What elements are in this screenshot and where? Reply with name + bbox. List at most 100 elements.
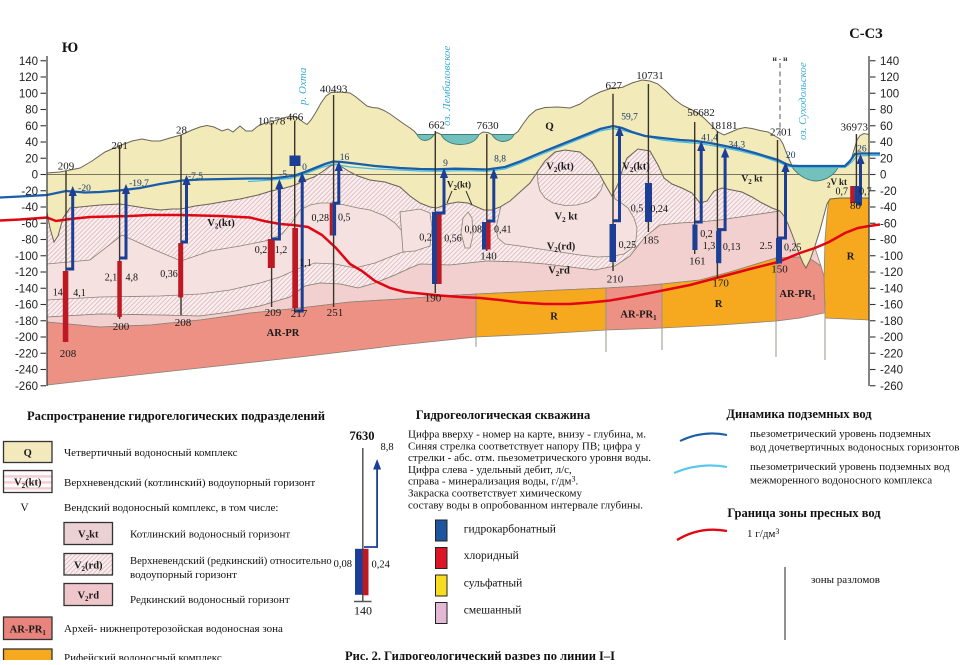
svg-text:170: 170 — [712, 277, 729, 289]
svg-text:209: 209 — [58, 161, 75, 173]
svg-text:V2(rd): V2(rd) — [74, 560, 103, 573]
svg-text:100: 100 — [19, 88, 38, 100]
svg-text:гидрокарбонатный: гидрокарбонатный — [464, 524, 556, 536]
svg-text:-240: -240 — [880, 365, 903, 377]
svg-text:-120: -120 — [15, 267, 38, 279]
svg-text:0,08: 0,08 — [334, 559, 352, 570]
svg-text:-100: -100 — [15, 251, 38, 263]
svg-text:R: R — [715, 299, 723, 310]
svg-text:10731: 10731 — [636, 70, 664, 82]
svg-text:185: 185 — [642, 235, 659, 247]
svg-text:стрелки - абс. отм. пьезометри: стрелки - абс. отм. пьезометрического ур… — [408, 452, 651, 464]
svg-text:-260: -260 — [880, 381, 903, 393]
svg-text:Q: Q — [545, 121, 554, 133]
svg-text:-160: -160 — [880, 300, 903, 312]
svg-text:оз. Суходольское: оз. Суходольское — [797, 62, 809, 140]
svg-text:0,24: 0,24 — [372, 560, 391, 571]
svg-text:-160: -160 — [15, 300, 38, 312]
svg-text:V2rd: V2rd — [77, 591, 99, 604]
svg-text:20: 20 — [25, 153, 38, 165]
svg-text:0,7: 0,7 — [836, 187, 849, 198]
svg-text:2701: 2701 — [770, 127, 792, 139]
svg-text:1,1: 1,1 — [299, 258, 312, 269]
svg-text:V2(kt): V2(kt) — [622, 162, 650, 175]
svg-text:V2 kt: V2 kt — [741, 175, 763, 187]
svg-text:Рифейский водоносный комплекс: Рифейский водоносный комплекс — [64, 652, 222, 660]
svg-text:Верхневендский (редкинский) от: Верхневендский (редкинский) относительно — [130, 556, 332, 567]
svg-text:60: 60 — [880, 121, 893, 133]
svg-text:-120: -120 — [880, 267, 903, 279]
svg-text:210: 210 — [607, 274, 624, 286]
svg-text:200: 200 — [113, 321, 130, 333]
svg-text:-180: -180 — [880, 316, 903, 328]
svg-text:Четвертичный водоносный компле: Четвертичный водоносный комплекс — [64, 447, 238, 459]
svg-text:межморенного водоносного компл: межморенного водоносного комплекса — [750, 474, 932, 486]
svg-text:V2(kt): V2(kt) — [546, 162, 574, 175]
svg-text:-20: -20 — [78, 184, 91, 194]
svg-text:0,2: 0,2 — [700, 229, 713, 240]
svg-text:зоны разломов: зоны разломов — [811, 574, 880, 586]
svg-text:Динамика подземных вод: Динамика подземных вод — [726, 407, 872, 421]
svg-text:7630: 7630 — [350, 429, 375, 443]
svg-text:-80: -80 — [880, 235, 897, 247]
svg-text:140: 140 — [354, 604, 372, 618]
svg-text:-60: -60 — [21, 218, 38, 230]
svg-text:-200: -200 — [880, 332, 903, 344]
svg-text:150: 150 — [771, 264, 788, 276]
svg-text:Рис. 2. Гидрогеологический раз: Рис. 2. Гидрогеологический разрез по лин… — [345, 649, 615, 660]
svg-text:-5: -5 — [279, 170, 287, 180]
svg-text:0,24: 0,24 — [650, 204, 668, 215]
svg-text:60: 60 — [25, 121, 38, 133]
svg-text:209: 209 — [265, 307, 282, 319]
svg-text:26: 26 — [857, 145, 867, 155]
svg-text:1,2: 1,2 — [275, 245, 288, 256]
svg-text:0,25: 0,25 — [784, 243, 802, 254]
svg-text:Закраска соответствует химичес: Закраска соответствует химическому — [408, 488, 582, 500]
svg-text:9: 9 — [443, 159, 448, 169]
svg-text:2V kt: 2V kt — [827, 177, 847, 190]
svg-text:16: 16 — [340, 153, 350, 163]
svg-text:С-СЗ: С-СЗ — [849, 26, 883, 42]
svg-text:Q: Q — [24, 448, 32, 459]
svg-text:40493: 40493 — [320, 84, 348, 96]
svg-text:водоупорный горизонт: водоупорный горизонт — [130, 569, 237, 581]
svg-text:7630: 7630 — [477, 120, 500, 132]
svg-text:201: 201 — [111, 140, 128, 152]
svg-text:R: R — [847, 252, 855, 263]
svg-text:41,4: 41,4 — [701, 134, 718, 144]
svg-text:0,13: 0,13 — [723, 242, 741, 253]
svg-text:справа - минерализация воды, г: справа - минерализация воды, г/дм3. — [408, 475, 578, 488]
svg-text:вод дочетвертичных водоносных: вод дочетвертичных водоносных горизонтов — [750, 441, 959, 453]
svg-text:40: 40 — [25, 137, 38, 149]
svg-text:4,1: 4,1 — [73, 288, 86, 299]
svg-text:хлоридный: хлоридный — [464, 550, 519, 562]
svg-text:120: 120 — [880, 72, 899, 84]
svg-text:0,2: 0,2 — [255, 245, 268, 256]
svg-text:20: 20 — [786, 151, 796, 161]
svg-text:0: 0 — [302, 163, 307, 173]
svg-text:662: 662 — [428, 120, 445, 132]
svg-text:140: 140 — [480, 251, 497, 263]
svg-text:1 г/дм3: 1 г/дм3 — [747, 527, 779, 540]
svg-text:0,28: 0,28 — [312, 213, 330, 224]
svg-text:0,41: 0,41 — [494, 225, 512, 236]
svg-text:0,56: 0,56 — [444, 234, 462, 245]
svg-text:28: 28 — [176, 125, 188, 137]
svg-text:4,8: 4,8 — [125, 273, 138, 284]
svg-text:оз. Лембаловское: оз. Лембаловское — [441, 46, 453, 126]
svg-text:-220: -220 — [880, 348, 903, 360]
svg-text:V2 kt: V2 kt — [554, 212, 578, 225]
svg-text:-220: -220 — [15, 348, 38, 360]
svg-text:40: 40 — [880, 137, 893, 149]
svg-text:р. Охта: р. Охта — [297, 67, 309, 106]
svg-text:120: 120 — [19, 72, 38, 84]
svg-text:140: 140 — [880, 56, 899, 68]
svg-text:2,1: 2,1 — [105, 273, 118, 284]
svg-text:-20: -20 — [21, 186, 38, 198]
svg-text:100: 100 — [880, 88, 899, 100]
svg-text:Редкинский водоносный горизонт: Редкинский водоносный горизонт — [130, 594, 290, 606]
svg-text:сульфатный: сульфатный — [464, 578, 523, 590]
svg-text:140: 140 — [19, 56, 38, 68]
svg-text:466: 466 — [287, 112, 304, 124]
svg-text:-260: -260 — [15, 381, 38, 393]
